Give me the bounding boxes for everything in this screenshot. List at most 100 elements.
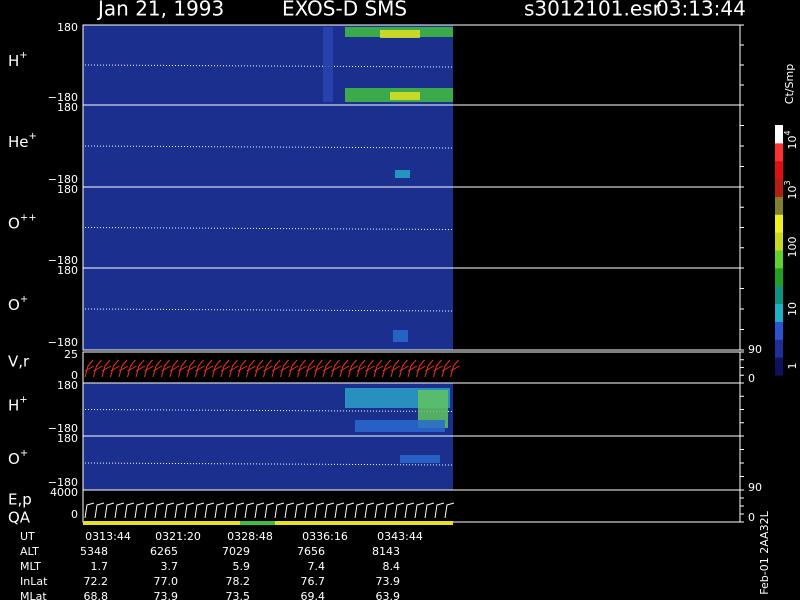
velocity-trace [373,359,383,378]
header-file: s3012101.esr [524,0,662,21]
cell: 8143 [372,545,400,558]
cell: 78.2 [226,575,251,588]
energy-trace [394,502,405,519]
velocity-trace [331,359,340,378]
velocity-tick [441,365,452,372]
velocity-tick [314,365,324,372]
y-tick-label: 180 [57,101,78,114]
velocity-trace [314,359,323,378]
velocity-trace [441,359,451,378]
velocity-trace [322,359,332,378]
energy-trace [364,502,375,519]
energy-trace [354,502,365,519]
center-trace [84,308,454,312]
energy-trace [434,502,445,519]
cell: 7656 [297,545,325,558]
cell: 77.0 [154,575,179,588]
energy-trace [174,502,185,519]
velocity-trace [118,359,128,378]
cell: 8.4 [383,560,401,573]
energy-trace [414,502,425,519]
velocity-tick [399,365,409,372]
cell: 1.7 [91,560,109,573]
velocity-trace [288,359,298,378]
energy-trace [164,502,175,519]
panel-label: H+ [8,395,28,415]
cell: 63.9 [376,590,401,600]
colorbar-segment [775,196,783,215]
velocity-tick [127,365,137,372]
velocity-trace [271,359,281,378]
panel-label-base: O [8,296,20,314]
velocity-tick [297,365,307,372]
velocity-tick [322,365,333,372]
velocity-trace [178,359,187,378]
panel-label-base: H [8,396,19,414]
energy-trace [324,502,335,519]
cell: 76.7 [301,575,326,588]
cell: 69.4 [301,590,326,600]
energy-trace [334,502,345,519]
velocity-trace [246,359,255,378]
colorbar-segment [775,321,783,340]
velocity-tick [144,365,154,372]
spectrogram-bg [83,268,453,350]
spectrogram-patch [380,30,420,38]
colorbar-label-base: 10 [786,186,799,200]
velocity-tick [212,365,222,372]
cell: 7029 [222,545,250,558]
panel-label-sup: + [20,294,28,305]
energy-trace [154,502,165,519]
energy-trace [264,502,275,519]
colorbar-segment [775,214,783,233]
velocity-trace [433,359,442,378]
velocity-tick [93,365,103,372]
colorbar-segment [775,125,783,144]
center-trace [84,145,454,149]
panel-label-base: H [8,52,19,70]
energy-trace [254,502,265,519]
spectrogram-patch [393,330,408,342]
colorbar-segment [775,339,783,358]
cell: 0343:44 [377,530,423,543]
panel-label-sup: + [29,131,37,142]
velocity-trace [263,359,272,378]
velocity-trace [399,359,408,378]
velocity-tick [84,365,95,372]
panel-label-sup: + [19,50,27,61]
energy-trace [124,502,135,519]
velocity-trace [161,359,170,378]
row-label: MLat [20,590,47,600]
cell: 5.9 [233,560,251,573]
velocity-trace [424,359,434,378]
velocity-tick [331,365,341,372]
energy-trace [274,502,285,519]
stamp: Feb-01 2AA32L [758,510,771,594]
panel-label: O+ [8,448,28,468]
energy-trace [234,502,245,519]
velocity-trace [84,359,94,378]
energy-trace [114,502,125,519]
colorbar-label: 103 [783,180,800,199]
y-tick-label: 180 [57,379,78,392]
velocity-tick [195,365,205,372]
energy-trace [104,502,115,519]
velocity-trace [135,359,145,378]
velocity-tick [135,365,146,372]
panel-label: H+ [8,50,28,70]
panel-label: O+ [8,294,28,314]
cell: 3.7 [161,560,179,573]
panel-label-sup: + [19,395,27,406]
spectrogram-bg [83,105,453,187]
velocity-tick [246,365,256,372]
velocity-trace [127,359,136,378]
energy-trace [224,502,235,519]
spectrogram-bg [83,436,453,490]
velocity-tick [110,365,120,372]
y-tick-label: 180 [57,183,78,196]
velocity-tick [186,365,197,372]
colorbar-segment [775,250,783,269]
velocity-trace [220,359,230,378]
velocity-trace [237,359,247,378]
y2-tick-label: 0 [748,372,755,385]
